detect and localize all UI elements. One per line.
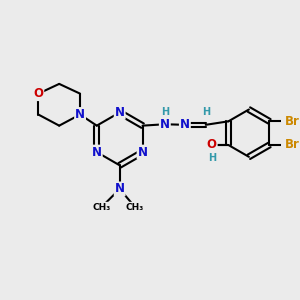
Text: N: N [92, 146, 102, 159]
Text: N: N [75, 108, 85, 121]
Text: N: N [180, 118, 190, 131]
Text: CH₃: CH₃ [126, 202, 144, 211]
Text: H: H [208, 153, 216, 163]
Text: H: H [202, 107, 210, 117]
Text: CH₃: CH₃ [92, 202, 111, 211]
Text: N: N [138, 146, 148, 159]
Text: N: N [115, 182, 125, 196]
Text: N: N [115, 106, 125, 119]
Text: N: N [160, 118, 170, 131]
Text: O: O [207, 139, 217, 152]
Text: O: O [33, 87, 43, 100]
Text: Br: Br [285, 139, 300, 152]
Text: Br: Br [285, 115, 300, 128]
Text: H: H [161, 107, 169, 117]
